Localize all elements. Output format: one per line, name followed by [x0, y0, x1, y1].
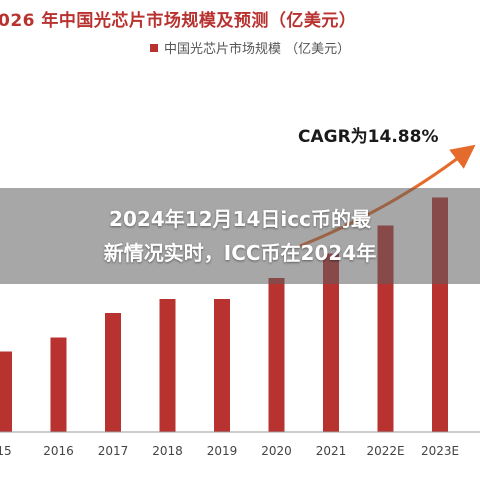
x-tick-label: 2016 — [43, 444, 74, 458]
x-tick-label: 2020 — [261, 444, 292, 458]
x-tick-label: 2022E — [366, 444, 404, 458]
x-tick-label: 15 — [0, 444, 12, 458]
x-tick-label: 2021 — [316, 444, 347, 458]
chart-title: 026 年中国光芯片市场规模及预测（亿美元） — [0, 11, 357, 31]
bar-2021 — [323, 253, 339, 432]
legend-label: 中国光芯片市场规模 （亿美元） — [164, 42, 351, 57]
x-tick-label: 2023E — [421, 444, 459, 458]
x-tick-label: 2018 — [152, 444, 183, 458]
bar-2020 — [268, 278, 285, 432]
headline-line-2: 新情况实时，ICC币在2024年 — [103, 241, 377, 265]
cagr-annotation: CAGR为14.88% — [298, 127, 439, 147]
bar-2017 — [105, 313, 121, 432]
legend-swatch — [150, 43, 158, 52]
bar-2016 — [50, 337, 67, 432]
x-tick-label: 2019 — [207, 444, 238, 458]
x-tick-label: 2017 — [98, 444, 129, 458]
bar-15 — [0, 351, 12, 432]
headline-line-1: 2024年12月14日icc币的最 — [109, 207, 371, 231]
headline-overlay: 2024年12月14日icc币的最 新情况实时，ICC币在2024年 — [0, 188, 480, 284]
bar-2018 — [159, 299, 176, 432]
bar-2019 — [214, 299, 230, 432]
legend: 中国光芯片市场规模 （亿美元） — [150, 38, 350, 57]
